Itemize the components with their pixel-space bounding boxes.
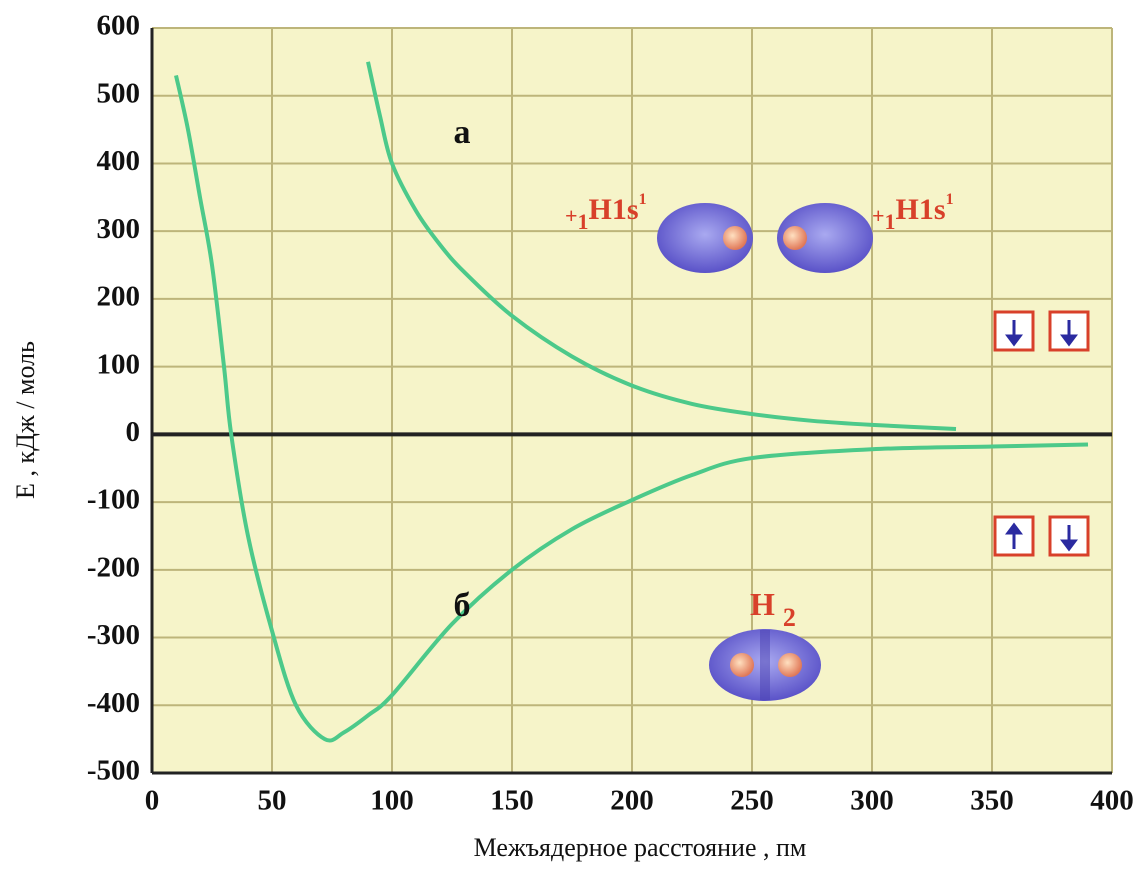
nucleus xyxy=(730,653,754,677)
annotation-part: 1 xyxy=(946,191,954,208)
y-tick-label: 300 xyxy=(97,213,141,245)
y-tick-label: 500 xyxy=(97,77,141,109)
nucleus xyxy=(783,226,807,250)
x-tick-label: 50 xyxy=(258,785,287,817)
arrow-head xyxy=(1060,539,1078,552)
curve-label: б xyxy=(454,587,471,624)
x-tick-label: 200 xyxy=(610,785,654,817)
annotation-part: + xyxy=(872,203,885,228)
x-tick-label: 100 xyxy=(370,785,414,817)
y-tick-label: 100 xyxy=(97,348,141,380)
arrow-head xyxy=(1060,334,1078,347)
curve xyxy=(366,61,957,431)
curve xyxy=(174,74,1089,743)
y-tick-label: 0 xyxy=(126,416,141,448)
annotation-part: H1s xyxy=(896,193,946,226)
x-tick-label: 400 xyxy=(1090,785,1134,817)
y-tick-label: 400 xyxy=(97,145,141,177)
annotation: +1H1s1 xyxy=(565,191,647,234)
nucleus xyxy=(778,653,802,677)
spin-arrows xyxy=(1005,320,1078,552)
y-tick-label: 200 xyxy=(97,281,141,313)
x-tick-label: 0 xyxy=(145,785,160,817)
grid xyxy=(150,27,1113,775)
arrow-head xyxy=(1005,334,1023,347)
x-tick-label: 300 xyxy=(850,785,894,817)
annotation-part: H xyxy=(750,586,775,622)
y-tick-label: 600 xyxy=(97,10,141,42)
annotation-part: 1 xyxy=(578,209,589,234)
nucleus xyxy=(723,226,747,250)
x-tick-label: 350 xyxy=(970,785,1014,817)
y-axis-label: Е , кДж / моль xyxy=(11,341,40,499)
annotation-part: 2 xyxy=(783,603,796,632)
x-axis-label: Межъядерное расстояние , пм xyxy=(474,833,807,862)
curves xyxy=(174,61,1089,743)
y-tick-label: -300 xyxy=(87,619,140,651)
arrow-head xyxy=(1005,522,1023,535)
annotation-part: + xyxy=(565,203,578,228)
y-tick-label: -500 xyxy=(87,755,140,787)
annotation-part: 1 xyxy=(885,209,896,234)
x-tick-label: 250 xyxy=(730,785,774,817)
bond xyxy=(760,630,770,700)
annotation-part: 1 xyxy=(639,191,647,208)
x-tick-label: 150 xyxy=(490,785,534,817)
annotation: +1H1s1 xyxy=(872,191,954,234)
orbital xyxy=(777,203,873,273)
y-tick-label: -100 xyxy=(87,484,140,516)
y-tick-label: -400 xyxy=(87,687,140,719)
y-tick-label: -200 xyxy=(87,551,140,583)
orbital xyxy=(657,203,753,273)
annotation-part: H1s xyxy=(589,193,639,226)
orbitals xyxy=(657,203,873,701)
curve-label: а xyxy=(454,114,471,151)
